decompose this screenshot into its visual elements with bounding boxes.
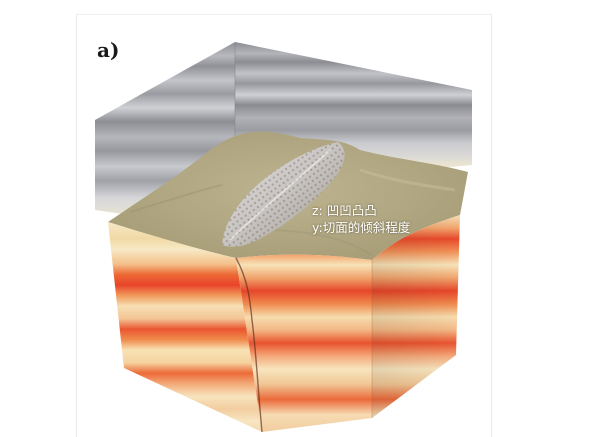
y-axis-annotation: y:切面的倾斜程度 xyxy=(312,220,411,235)
z-axis-annotation: z: 凹凹凸凸 xyxy=(312,203,377,218)
panel-label: a) xyxy=(97,38,120,62)
axis-annotation: z: 凹凹凸凸 y:切面的倾斜程度 xyxy=(312,202,410,236)
front-left-face xyxy=(108,222,262,432)
fault-line xyxy=(235,257,263,433)
